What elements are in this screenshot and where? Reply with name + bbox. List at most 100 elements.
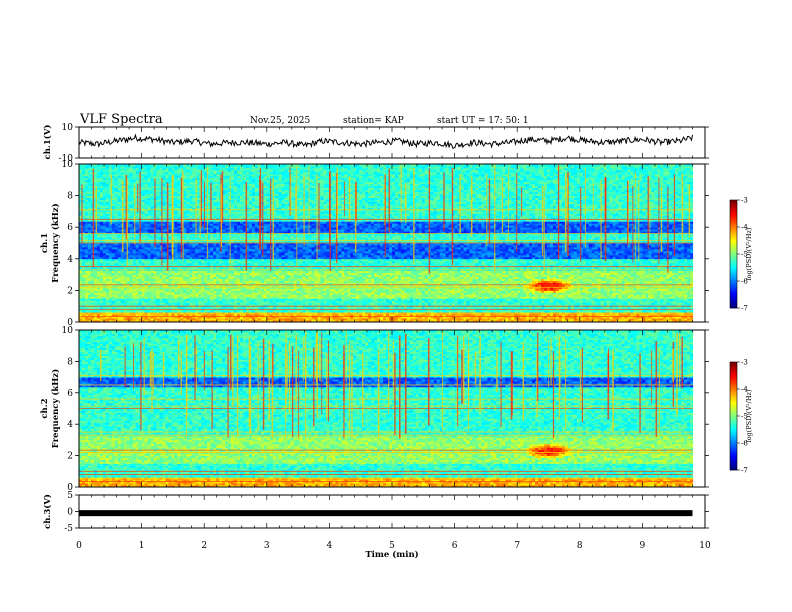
spectrogram-cell [490,300,494,303]
spectrogram-cell [323,304,327,307]
spectrogram-cell [266,302,271,305]
spectrogram-cell [529,302,533,305]
spectrogram-cell [493,316,497,319]
spectrogram-cell [383,318,387,321]
spectrogram-cell [496,316,500,319]
spectrogram-cell [567,314,572,317]
spectrogram-cell [576,306,581,309]
spectrogram-cell [174,298,178,301]
spectrogram-cell [412,320,417,323]
spectrogram-cell [186,302,190,305]
spectrogram-cell [353,310,357,313]
spectrogram-cell [439,318,444,321]
spectrogram-cell [275,318,280,321]
spectrogram-cell [305,320,309,323]
spectrogram-cell [585,310,590,313]
spectrogram-cell [687,298,691,301]
spectrogram-cell [445,302,450,305]
spectrogram-cell [648,300,652,303]
spectrogram-cell [299,298,303,301]
spectrogram-cell [96,318,101,321]
spectrogram-cell [141,302,145,305]
spectrogram-cell [597,314,602,317]
spectrogram-cell [517,298,521,301]
spectrogram-cell [651,306,655,309]
spectrogram-cell [329,310,333,313]
spectrogram-cell [409,314,414,317]
header-date: Nov.25, 2025 [250,116,311,126]
spectrogram-cell [377,304,381,307]
spectrogram-cell [460,318,464,321]
spectrogram-cell [239,304,244,307]
spectrogram-cell [144,310,148,313]
spectrogram-cell [383,304,387,307]
spectrogram-cell [439,316,444,319]
spectrogram-cell [174,314,178,317]
spectrogram-cell [81,314,86,317]
spectrogram-cell [189,316,193,319]
spectrogram-cell [687,302,691,305]
spectrogram-cell [353,304,357,307]
spectrogram-cell [535,314,539,317]
spectrogram-cell [690,306,694,309]
spectrogram-cell [374,310,378,313]
spectrogram-cell [466,314,470,317]
spectrogram-cell [144,300,148,303]
spectrogram-cell [409,310,414,313]
spectrogram-cell [558,316,563,319]
spectrogram-cell [356,302,360,305]
spectrogram-cell [520,304,524,307]
spectrogram-cell [299,306,303,309]
spectrogram-cell [645,320,649,323]
spectrogram-cell [114,304,119,307]
spectrogram-cell [171,300,175,303]
spectrogram-cell [183,316,187,319]
spectrogram-cell [350,306,354,309]
spectrogram-cell [192,300,196,303]
spectrogram-cell [195,302,199,305]
spectrogram-cell [535,300,539,303]
spectrogram-cell [427,302,432,305]
spectrogram-cell [657,306,661,309]
spectrogram-cell [681,304,685,307]
spectrogram-cell [415,300,420,303]
spectrogram-cell [666,310,670,313]
spectrogram-cell [544,316,548,319]
spectrogram-cell [147,302,151,305]
spectrogram-cell [573,306,578,309]
spectrogram-cell [287,310,292,313]
spectrogram-cell [144,318,148,321]
spectrogram-cell [168,314,172,317]
spectrogram-cell [514,304,518,307]
spectrogram-cell [371,306,375,309]
spectrogram-cell [356,320,360,323]
spectrogram-cell [424,320,429,323]
spectrogram-cell [374,320,378,323]
spectrogram-cell [672,318,676,321]
spectrogram-cell [535,302,539,305]
spectrogram-cell [105,300,110,303]
spectrogram-cell [380,318,384,321]
spectrogram-cell [102,310,107,313]
spectrogram-cell [576,300,581,303]
spectrogram-cell [451,320,455,323]
spectrogram-cell [415,304,420,307]
spectrogram-cell [323,320,327,323]
spectrogram-cell [272,314,277,317]
spectrogram-cell [231,300,235,303]
spectrogram-cell [508,320,512,323]
spectrogram-cell [699,312,703,315]
spectrogram-cell [389,304,393,307]
spectrogram-cell [81,298,86,301]
spectrogram-cell [505,304,509,307]
spectrogram-cell [117,300,122,303]
spectrogram-cell [123,306,128,309]
spectrogram-cell [505,320,509,323]
spectrogram-cell [204,306,208,309]
spectrogram-cell [451,318,455,321]
spectrogram-cell [183,300,187,303]
spectrogram-cell [311,310,315,313]
spectrogram-cell [326,302,330,305]
spectrogram-cell [702,316,706,319]
spectrogram-cell [368,306,372,309]
